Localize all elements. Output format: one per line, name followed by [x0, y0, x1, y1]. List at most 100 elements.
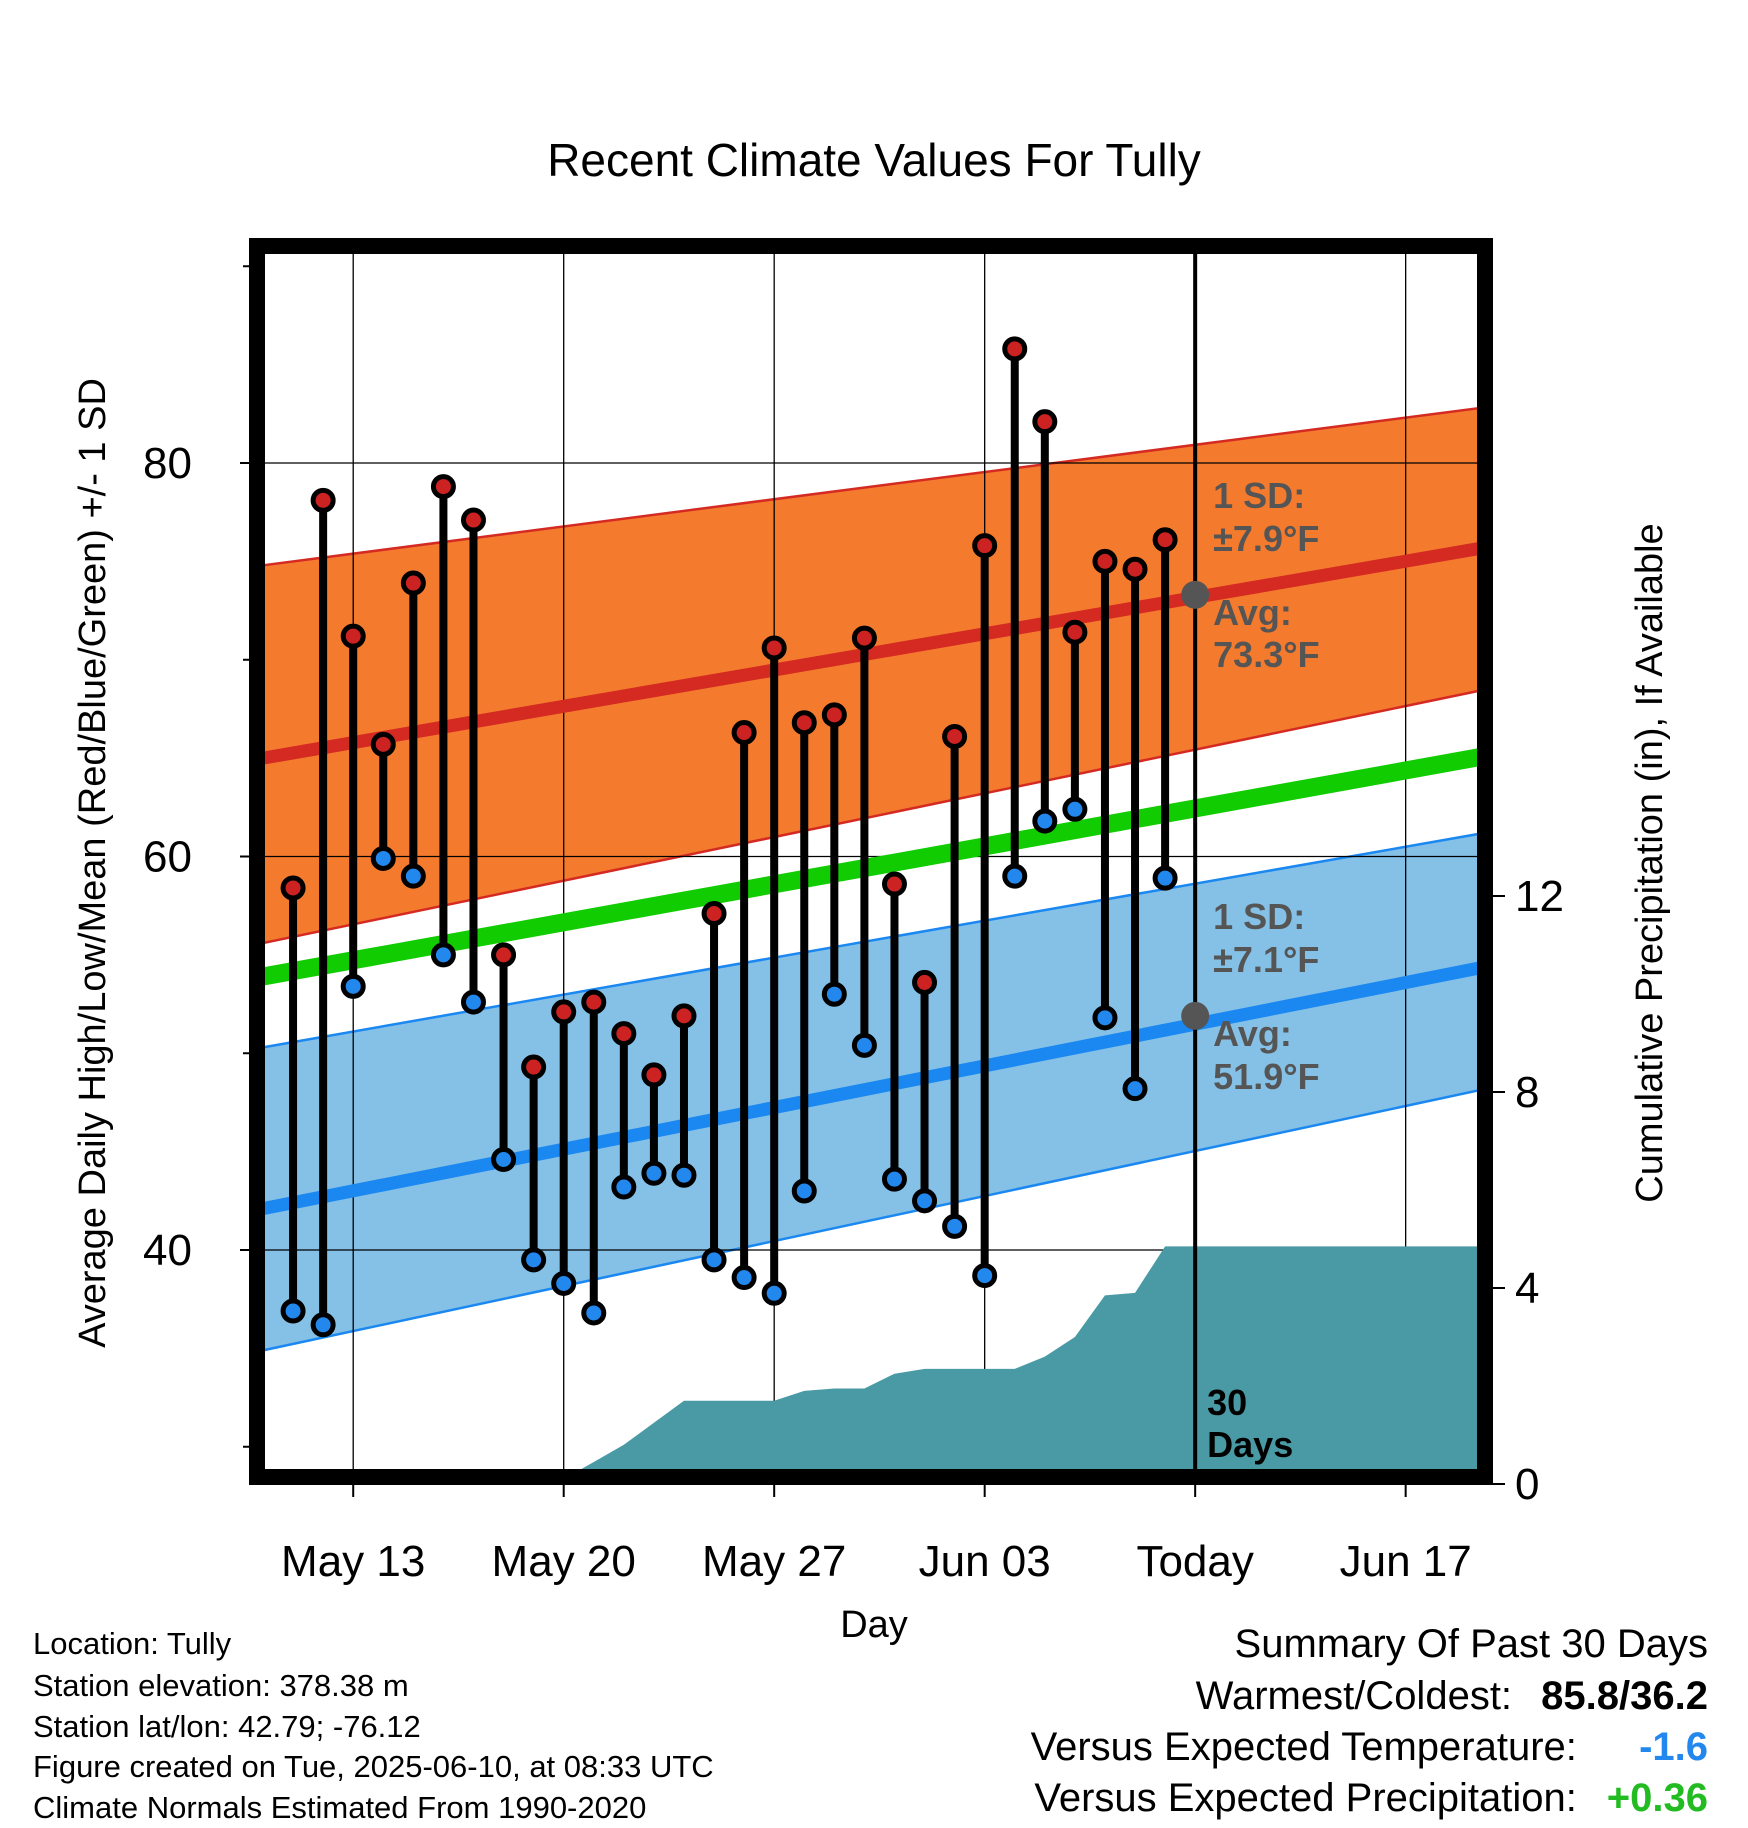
daily-low-point	[972, 1263, 998, 1289]
daily-high-point	[791, 710, 817, 736]
daily-low-point	[521, 1247, 547, 1273]
daily-high-point	[1032, 409, 1058, 435]
daily-high-point	[310, 487, 336, 513]
high-band-upper-edge	[262, 406, 1485, 567]
daily-low-point	[430, 942, 456, 968]
y-tick-label: 80	[143, 439, 192, 488]
daily-high-point	[521, 1054, 547, 1080]
daily-low-point	[641, 1160, 667, 1186]
summary-temp-label: Versus Expected Temperature:	[1030, 1725, 1577, 1769]
high-avg-value: 73.3°F	[1213, 634, 1319, 675]
daily-low-point	[400, 863, 426, 889]
days-word-label: Days	[1207, 1424, 1293, 1465]
y-axis-label: Average Daily High/Low/Mean (Red/Blue/Gr…	[72, 378, 114, 1348]
daily-high-point	[1092, 548, 1118, 574]
x-tick-label: May 20	[492, 1537, 636, 1586]
daily-low-point	[581, 1300, 607, 1326]
y-tick-label: 40	[143, 1226, 192, 1275]
daily-low-point	[701, 1247, 727, 1273]
x-axis-label: Day	[840, 1604, 908, 1646]
daily-low-point	[821, 981, 847, 1007]
x-tick-label: Today	[1136, 1537, 1253, 1586]
daily-high-point	[280, 875, 306, 901]
days-count-label: 30	[1207, 1382, 1247, 1423]
daily-low-point	[1032, 808, 1058, 834]
summary-precip: Versus Expected Precipitation: +0.36	[1034, 1776, 1708, 1821]
summary-warm-cold-label: Warmest/Coldest:	[1195, 1674, 1513, 1718]
daily-low-point	[912, 1188, 938, 1214]
daily-low-point	[1002, 863, 1028, 889]
summary-precip-label: Versus Expected Precipitation:	[1034, 1776, 1577, 1820]
daily-low-point	[761, 1280, 787, 1306]
daily-high-point	[1122, 556, 1148, 582]
y2-tick-label: 4	[1515, 1264, 1539, 1313]
daily-low-point	[791, 1178, 817, 1204]
x-tick-label: May 27	[702, 1537, 846, 1586]
low-avg-label: Avg:	[1213, 1013, 1292, 1054]
high-sd-label: 1 SD:	[1213, 475, 1305, 516]
daily-high-point	[1062, 619, 1088, 645]
daily-high-point	[761, 635, 787, 661]
daily-low-point	[1152, 865, 1178, 891]
daily-high-point	[671, 1003, 697, 1029]
low-band-lower-edge	[262, 1087, 1485, 1352]
high-avg-label: Avg:	[1213, 592, 1292, 633]
daily-low-point	[370, 845, 396, 871]
high-sd-value: ±7.9°F	[1213, 518, 1319, 559]
daily-high-point	[851, 625, 877, 651]
daily-low-point	[340, 973, 366, 999]
summary-warm-cold-value: 85.8/36.2	[1541, 1674, 1708, 1718]
summary-precip-value: +0.36	[1606, 1776, 1708, 1820]
daily-high-point	[611, 1021, 637, 1047]
x-tick-label: Jun 03	[919, 1537, 1051, 1586]
daily-low-point	[731, 1265, 757, 1291]
plot-frame	[249, 238, 1493, 1485]
low-avg-value: 51.9°F	[1213, 1056, 1319, 1097]
chart-title: Recent Climate Values For Tully	[547, 134, 1201, 186]
daily-high-point	[731, 720, 757, 746]
daily-high-point	[1002, 336, 1028, 362]
daily-high-point	[641, 1062, 667, 1088]
daily-low-point	[1092, 1005, 1118, 1031]
x-tick-label: May 13	[281, 1537, 425, 1586]
daily-low-point	[491, 1146, 517, 1172]
daily-high-point	[912, 969, 938, 995]
daily-high-point	[581, 989, 607, 1015]
daily-low-point	[881, 1166, 907, 1192]
daily-high-point	[972, 533, 998, 559]
y2-axis-label: Cumulative Precipitation (in), If Availa…	[1629, 523, 1671, 1202]
daily-high-point	[881, 871, 907, 897]
daily-high-point	[340, 623, 366, 649]
low-sd-value: ±7.1°F	[1213, 939, 1319, 980]
daily-low-point	[1122, 1076, 1148, 1102]
high-band-lower-edge	[262, 688, 1485, 945]
y2-tick-label: 0	[1515, 1460, 1539, 1509]
daily-high-point	[551, 999, 577, 1025]
daily-low-point	[310, 1312, 336, 1338]
summary-temp: Versus Expected Temperature: -1.6	[1031, 1725, 1708, 1770]
daily-low-point	[460, 989, 486, 1015]
plot-area	[257, 246, 1485, 1477]
daily-high-point	[491, 942, 517, 968]
normal-mean-line	[261, 747, 1485, 986]
x-tick-label: Jun 17	[1340, 1537, 1472, 1586]
high-sd-band	[263, 407, 1485, 944]
normal-low-line	[261, 960, 1485, 1216]
daily-high-point	[821, 702, 847, 728]
y-tick-label: 60	[143, 833, 192, 882]
footer-created: Figure created on Tue, 2025-06-10, at 08…	[33, 1749, 714, 1784]
summary-temp-value: -1.6	[1639, 1725, 1708, 1769]
daily-high-point	[942, 723, 968, 749]
y2-tick-label: 8	[1515, 1068, 1539, 1117]
low-sd-label: 1 SD:	[1213, 896, 1305, 937]
footer-normals: Climate Normals Estimated From 1990-2020	[33, 1790, 647, 1825]
daily-high-point	[370, 731, 396, 757]
low-avg-marker	[1181, 1001, 1210, 1030]
daily-low-point	[851, 1032, 877, 1058]
footer-latlon: Station lat/lon: 42.79; -76.12	[33, 1709, 421, 1744]
daily-high-point	[701, 901, 727, 927]
daily-low-point	[551, 1270, 577, 1296]
daily-low-point	[611, 1174, 637, 1200]
footer-elevation: Station elevation: 378.38 m	[33, 1668, 409, 1703]
